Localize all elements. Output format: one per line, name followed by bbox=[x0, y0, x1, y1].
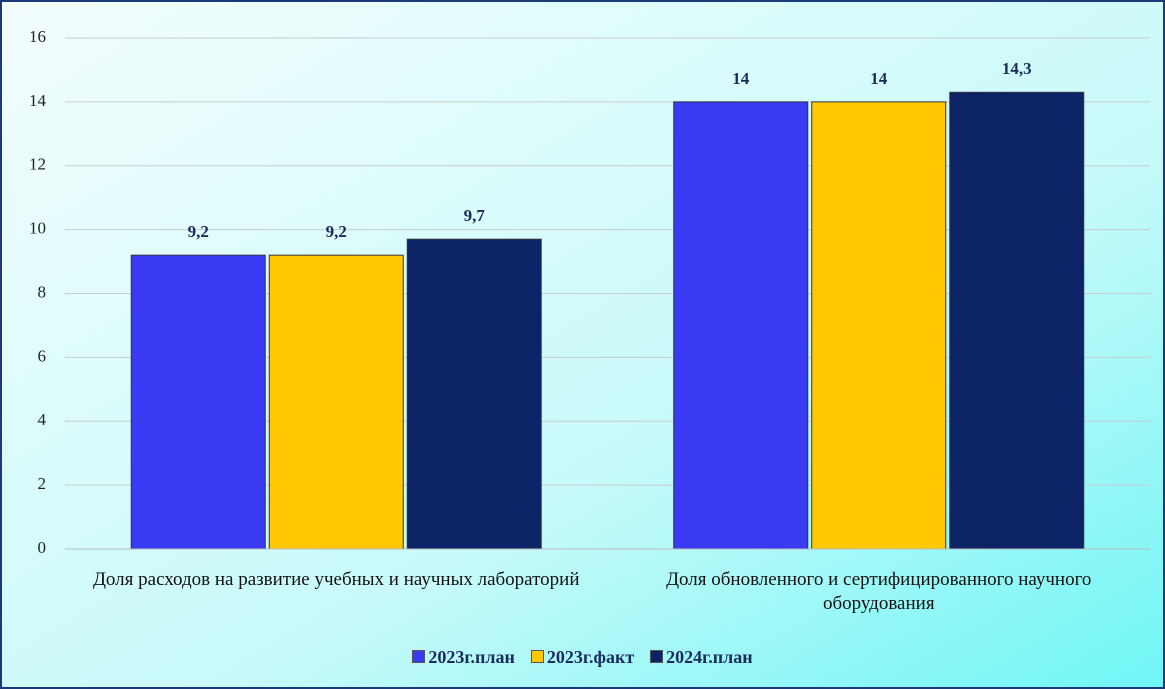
bar bbox=[673, 101, 809, 550]
legend-item: 2023г.факт bbox=[530, 647, 635, 668]
y-tick-label: 14 bbox=[29, 91, 47, 110]
legend-item: 2024г.план bbox=[650, 647, 753, 668]
y-tick-label: 12 bbox=[29, 155, 46, 174]
legend-item: 2023г.план bbox=[412, 647, 515, 668]
y-tick-label: 6 bbox=[38, 346, 47, 365]
y-tick-label: 4 bbox=[38, 410, 47, 429]
y-tick-label: 2 bbox=[38, 474, 47, 493]
bar bbox=[268, 254, 404, 550]
value-label: 9,2 bbox=[188, 222, 209, 241]
value-label: 14 bbox=[732, 69, 750, 88]
bar bbox=[949, 91, 1085, 550]
legend-swatch bbox=[530, 650, 544, 663]
legend-label: 2023г.план bbox=[428, 647, 515, 667]
value-label: 9,7 bbox=[464, 206, 486, 225]
y-tick-label: 16 bbox=[29, 27, 46, 46]
legend-swatch bbox=[650, 650, 664, 663]
bar bbox=[811, 101, 947, 550]
value-label: 14,3 bbox=[1002, 59, 1032, 78]
value-label: 14 bbox=[870, 69, 888, 88]
bar bbox=[130, 254, 266, 550]
x-tick-label: Доля расходов на развитие учебных и науч… bbox=[92, 569, 580, 590]
bar bbox=[406, 238, 542, 550]
legend-swatch bbox=[412, 650, 426, 663]
y-tick-label: 0 bbox=[38, 538, 47, 557]
value-label: 9,2 bbox=[326, 222, 347, 241]
x-tick-label: Доля обновленного и сертифицированного н… bbox=[666, 569, 1092, 614]
y-tick-label: 8 bbox=[38, 282, 47, 301]
legend: 2023г.план 2023г.факт 2024г.план bbox=[0, 647, 1165, 668]
legend-label: 2023г.факт bbox=[546, 647, 635, 667]
legend-label: 2024г.план bbox=[666, 647, 753, 667]
y-tick-label: 10 bbox=[29, 219, 46, 238]
